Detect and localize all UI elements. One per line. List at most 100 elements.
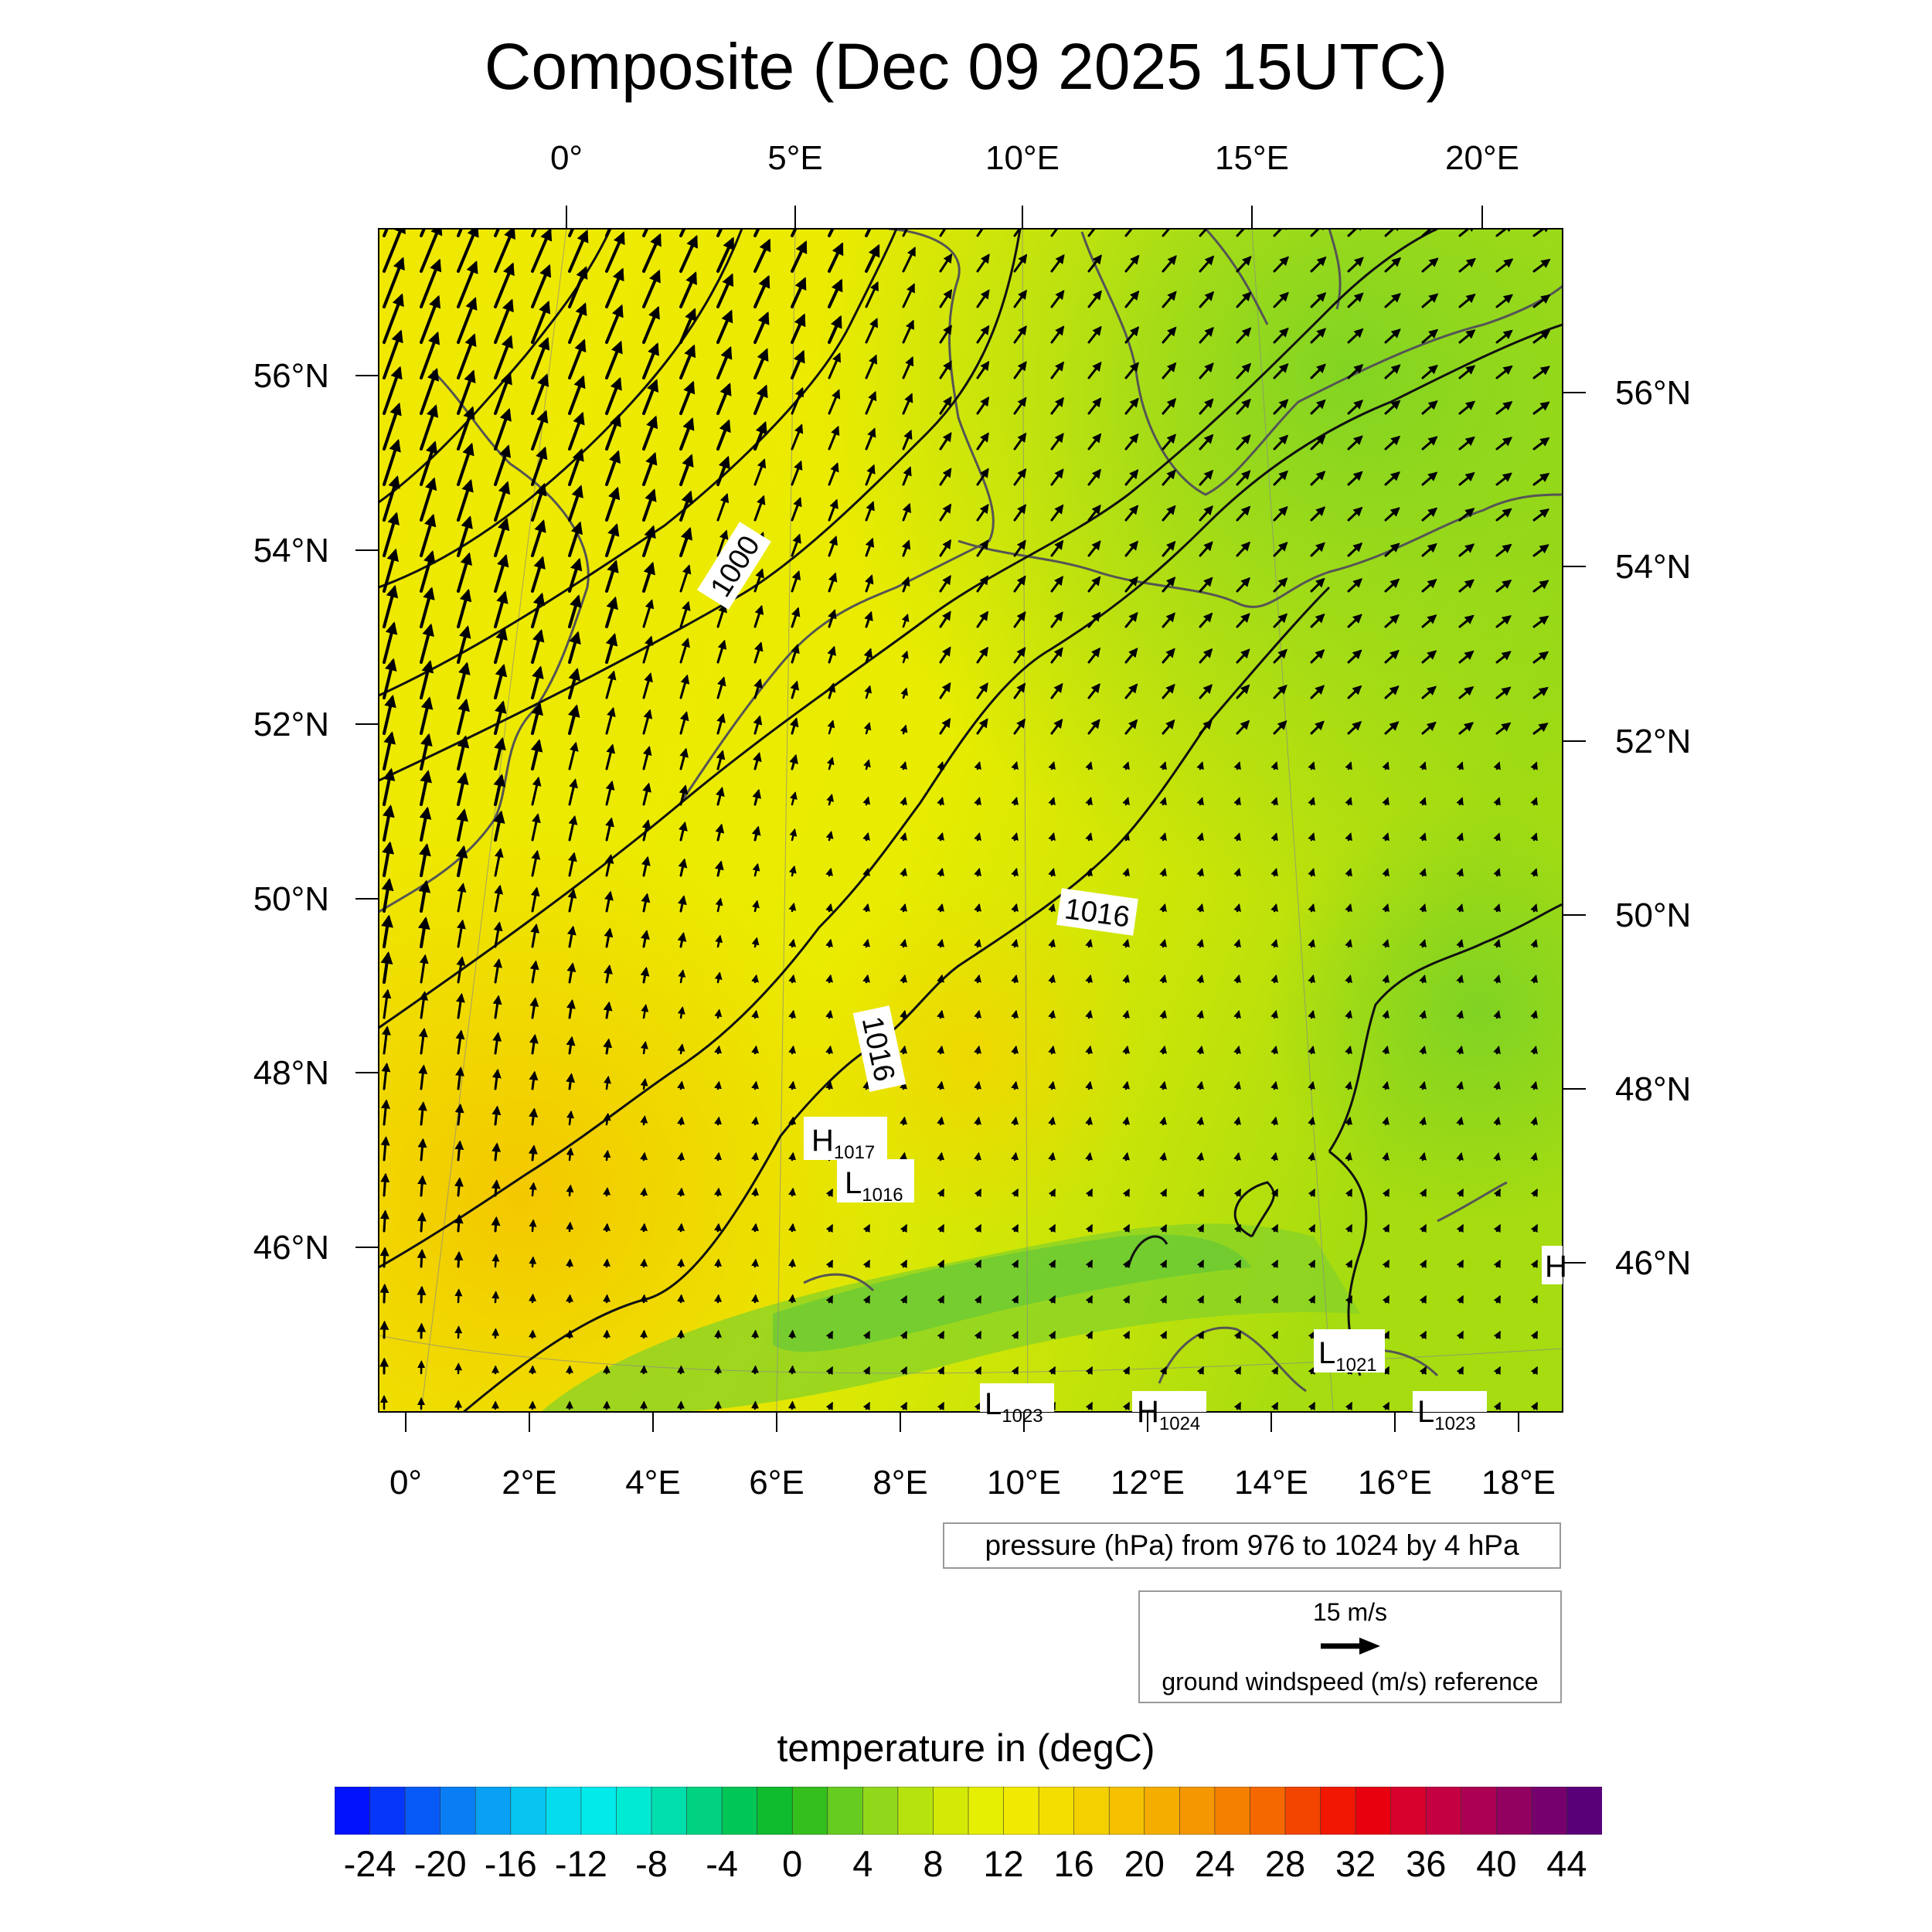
wind-arrow <box>383 658 397 699</box>
wind-arrow <box>1011 867 1019 877</box>
wind-arrow <box>1421 614 1437 628</box>
wind-arrow <box>862 867 870 877</box>
wind-arrow <box>1345 1223 1352 1233</box>
wind-arrow <box>1162 505 1176 522</box>
wind-arrow <box>714 1258 723 1268</box>
wind-arrow <box>492 1142 502 1162</box>
wind-arrow <box>974 903 981 913</box>
wind-arrow <box>1013 361 1027 379</box>
wind-arrow <box>1233 1188 1241 1198</box>
wind-arrow <box>1270 1294 1278 1304</box>
wind-arrow <box>1421 400 1438 415</box>
wind-arrow <box>827 645 836 664</box>
wind-arrow <box>900 832 907 842</box>
wind-arrow <box>491 1216 501 1233</box>
wind-arrow <box>1458 329 1476 344</box>
wind-arrow <box>1233 1080 1241 1090</box>
wind-arrow <box>1310 649 1325 664</box>
wind-arrow <box>825 1188 833 1198</box>
wind-arrow <box>751 1116 760 1126</box>
wind-arrow <box>1347 328 1364 344</box>
wind-arrow <box>419 843 431 877</box>
colorbar-swatch <box>474 1787 512 1835</box>
wind-arrow <box>1162 291 1177 308</box>
wind-arrow <box>715 934 723 948</box>
wind-arrow <box>568 521 583 557</box>
wind-arrow <box>1419 1009 1427 1019</box>
wind-arrow <box>1122 867 1130 877</box>
wind-arrow <box>1199 541 1213 557</box>
bottom-axis-label: 4°E <box>625 1464 681 1502</box>
wind-arrow <box>1236 291 1252 308</box>
wind-arrow <box>1308 1188 1315 1198</box>
wind-arrow <box>1421 721 1437 735</box>
wind-arrow <box>1273 256 1289 273</box>
wind-arrow <box>1122 761 1130 770</box>
wind-arrow <box>567 704 580 735</box>
wind-arrow <box>417 1101 427 1126</box>
wind-arrow <box>379 1209 389 1233</box>
wind-arrow <box>528 1145 538 1162</box>
wind-arrow <box>381 1026 391 1055</box>
colorbar-swatch <box>791 1787 828 1835</box>
wind-arrow <box>1085 1045 1093 1055</box>
wind-arrow <box>1493 1294 1501 1304</box>
wind-arrow <box>1495 543 1512 557</box>
wind-arrow <box>1087 361 1102 379</box>
wind-arrow <box>1048 1294 1056 1304</box>
wind-arrow <box>939 574 951 593</box>
wind-arrow <box>1270 974 1278 984</box>
wind-arrow <box>640 1329 648 1339</box>
wind-arrow <box>531 446 548 486</box>
wind-arrow <box>825 1009 833 1019</box>
wind-arrow <box>1345 1009 1352 1019</box>
wind-arrow <box>1458 229 1477 237</box>
wind-arrow <box>864 611 873 628</box>
wind-arrow <box>1530 903 1538 913</box>
wind-arrow <box>1050 432 1064 451</box>
wind-arrow <box>1345 1294 1352 1304</box>
wind-arrow <box>1530 1188 1538 1198</box>
wind-arrow <box>862 1259 870 1269</box>
wind-arrow <box>1270 1401 1278 1411</box>
wind-arrow <box>1122 1009 1130 1019</box>
wind-arrow <box>1013 682 1026 699</box>
wind-arrow <box>791 460 803 486</box>
wind-arrow <box>1159 761 1167 770</box>
wind-arrow <box>791 349 805 379</box>
wind-arrow <box>862 974 870 984</box>
colorbar-label: -8 <box>635 1843 668 1884</box>
wind-arrow <box>1013 432 1027 451</box>
wind-arrow <box>1048 1223 1056 1233</box>
wind-arrow <box>454 1250 464 1268</box>
wind-arrow <box>902 502 911 522</box>
wind-arrow <box>1308 832 1315 842</box>
wind-arrow <box>1530 939 1538 948</box>
wind-arrow <box>1421 650 1437 664</box>
wind-arrow <box>679 638 690 664</box>
wind-arrow <box>714 1223 723 1233</box>
wind-arrow <box>420 477 437 522</box>
wind-arrow <box>1196 1080 1204 1090</box>
wind-arrow <box>789 717 799 735</box>
wind-arrow <box>900 1223 907 1233</box>
wind-arrow <box>1233 868 1241 877</box>
colorbar-swatch <box>369 1787 406 1835</box>
wind-arrow <box>1270 1151 1278 1162</box>
wind-arrow <box>455 1066 464 1090</box>
wind-arrow <box>862 1080 871 1090</box>
wind-arrow <box>1458 400 1476 415</box>
wind-arrow <box>714 1187 723 1197</box>
wind-arrow <box>1347 257 1364 273</box>
wind-arrow <box>531 813 541 842</box>
wind-arrow <box>420 258 442 308</box>
wind-arrow <box>1493 1116 1501 1126</box>
wind-arrow <box>1530 868 1538 877</box>
wind-arrow <box>457 260 478 308</box>
wind-arrow <box>1048 1151 1056 1162</box>
left-axis-label: 46°N <box>253 1229 329 1267</box>
wind-arrow <box>1308 1009 1315 1019</box>
wind-arrow <box>456 956 466 984</box>
wind-arrow <box>1456 1330 1464 1340</box>
wind-arrow <box>417 917 430 948</box>
